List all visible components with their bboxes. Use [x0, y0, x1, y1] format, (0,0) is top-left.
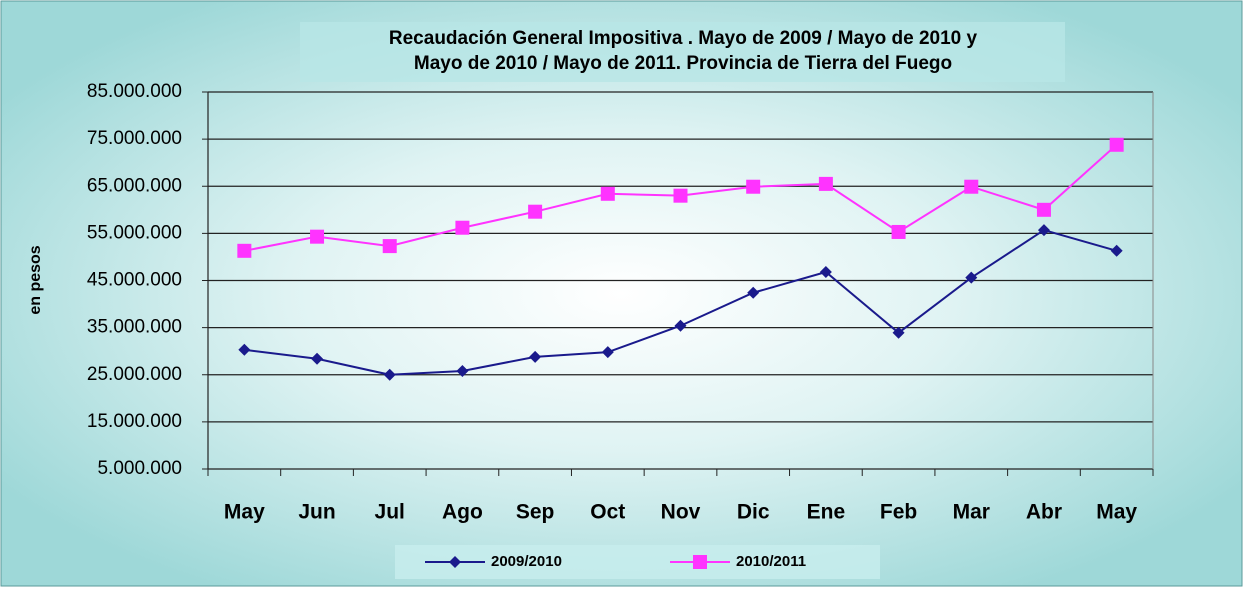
legend-label: 2009/2010	[491, 553, 562, 570]
data-point	[383, 368, 396, 381]
y-tick-label: 65.000.000	[87, 175, 182, 196]
y-tick-label: 85.000.000	[87, 81, 182, 102]
data-point	[601, 346, 614, 359]
y-tick-label: 75.000.000	[87, 128, 182, 149]
x-tick-label: Oct	[590, 501, 625, 524]
title-box	[300, 22, 1065, 82]
data-point	[529, 350, 542, 363]
data-point	[456, 364, 469, 377]
data-point	[238, 343, 251, 356]
data-point	[891, 224, 906, 239]
y-tick-label: 25.000.000	[87, 364, 182, 385]
x-tick-label: Ago	[442, 501, 483, 524]
legend-marker	[449, 556, 461, 568]
x-tick-label: Sep	[516, 501, 555, 524]
y-tick-label: 15.000.000	[87, 411, 182, 432]
x-tick-label: Jun	[298, 501, 335, 524]
data-point	[674, 319, 687, 332]
data-point	[528, 204, 543, 219]
x-tick-label: Abr	[1026, 501, 1062, 524]
y-axis-label: en pesos	[27, 245, 44, 314]
data-point	[746, 179, 761, 194]
data-point	[237, 243, 252, 258]
data-point	[1037, 224, 1050, 237]
y-tick-label: 45.000.000	[87, 270, 182, 291]
data-point	[1036, 202, 1051, 217]
data-point	[382, 239, 397, 254]
x-tick-label: Dic	[737, 501, 770, 524]
data-point	[673, 188, 688, 203]
x-tick-label: Jul	[375, 501, 405, 524]
y-tick-label: 5.000.000	[97, 458, 182, 479]
data-point	[965, 271, 978, 284]
data-point	[600, 186, 615, 201]
x-tick-label: May	[1096, 501, 1137, 524]
data-point	[747, 286, 760, 299]
x-tick-label: May	[224, 501, 265, 524]
legend-marker	[693, 555, 707, 569]
y-tick-label: 35.000.000	[87, 317, 182, 338]
data-point	[892, 326, 905, 339]
chart-title: Mayo de 2010 / Mayo de 2011. Provincia d…	[414, 53, 952, 74]
legend-label: 2010/2011	[736, 553, 806, 570]
x-tick-label: Ene	[807, 501, 846, 524]
data-point	[311, 352, 324, 365]
x-tick-label: Nov	[661, 501, 701, 524]
data-point	[818, 176, 833, 191]
data-point	[1109, 137, 1124, 152]
y-tick-label: 55.000.000	[87, 222, 182, 243]
x-tick-label: Feb	[880, 501, 917, 524]
data-point	[310, 229, 325, 244]
x-tick-label: Mar	[953, 501, 990, 524]
chart-title: Recaudación General Impositiva . Mayo de…	[389, 28, 978, 49]
data-point	[964, 179, 979, 194]
data-point	[1110, 244, 1123, 257]
data-point	[455, 220, 470, 235]
data-point	[819, 266, 832, 279]
